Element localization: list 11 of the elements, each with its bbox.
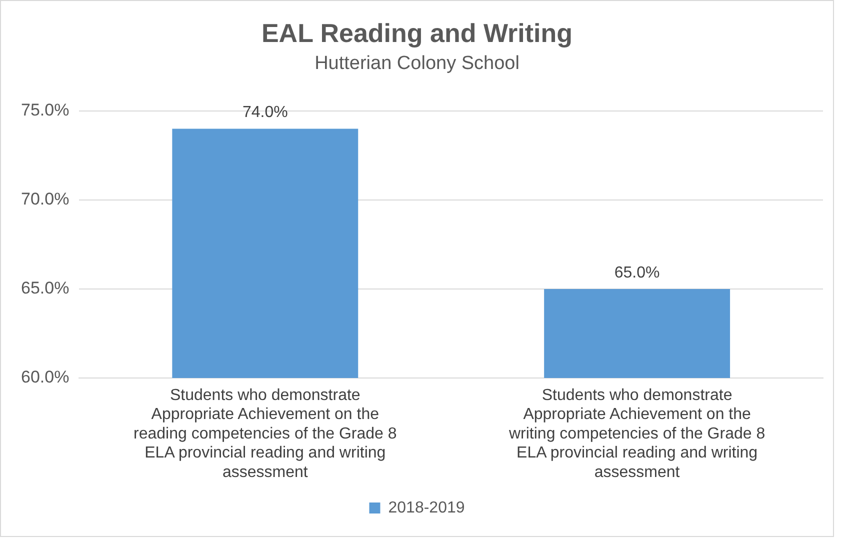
- y-tick-label: 65.0%: [21, 278, 70, 298]
- data-label: 74.0%: [242, 104, 288, 122]
- x-tick-label: Students who demonstrate Appropriate Achievement on the writing competencies of the Grade 8 ELA provincial reading and writing assessment: [508, 387, 766, 481]
- chart-title: EAL Reading and Writing: [261, 18, 573, 48]
- x-tick-label: Students who demonstrate Appropriate Achievement on the reading competencies of the Grade 8 ELA provincial reading and writing assessment: [134, 387, 397, 481]
- legend-label: 2018-2019: [388, 499, 465, 516]
- data-label: 65.0%: [614, 264, 660, 282]
- chart-subtitle: Hutterian Colony School: [314, 52, 520, 74]
- y-tick-label: 60.0%: [21, 368, 70, 387]
- y-tick-label: 75.0%: [21, 100, 70, 120]
- y-tick-label: 70.0%: [21, 190, 70, 209]
